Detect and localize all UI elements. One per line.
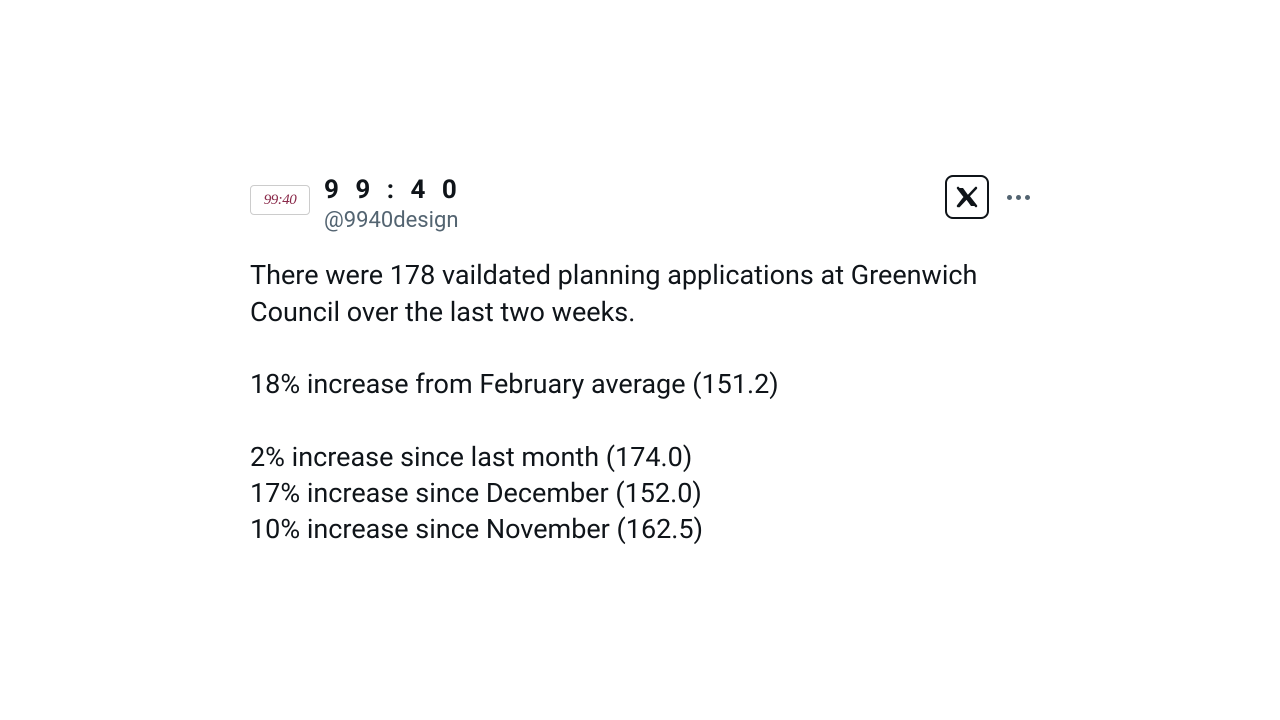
stat-line: 17% increase since December (152.0) [250, 475, 1030, 511]
tweet-header: 99:40 9 9 : 4 0 @9940design [250, 175, 1030, 233]
stat-line: 2% increase since last month (174.0) [250, 439, 1030, 475]
stat-line: 10% increase since November (162.5) [250, 511, 1030, 547]
tweet-highlight-text: 18% increase from February average (151.… [250, 366, 1030, 402]
tweet-card: 99:40 9 9 : 4 0 @9940design There were 1… [250, 175, 1030, 548]
user-info[interactable]: 9 9 : 4 0 @9940design [324, 175, 931, 233]
platform-icon[interactable] [945, 175, 989, 219]
header-actions [945, 175, 1030, 219]
tweet-stats-block: 2% increase since last month (174.0) 17%… [250, 439, 1030, 548]
tweet-body: There were 178 vaildated planning applic… [250, 257, 1030, 548]
avatar[interactable]: 99:40 [250, 185, 310, 215]
more-options-icon[interactable] [1007, 195, 1030, 200]
display-name: 9 9 : 4 0 [324, 175, 931, 206]
tweet-intro-text: There were 178 vaildated planning applic… [250, 257, 1030, 330]
user-handle: @9940design [324, 208, 931, 233]
